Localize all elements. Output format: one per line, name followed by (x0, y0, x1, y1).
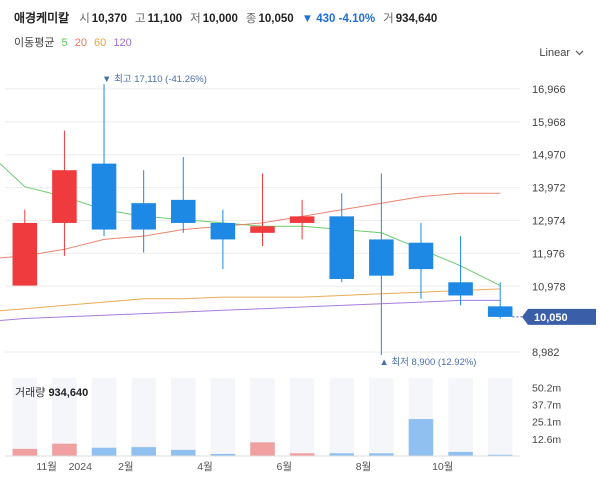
volume-bar-background (487, 378, 513, 456)
time-axis-label: 6월 (277, 461, 293, 473)
candle-body (52, 170, 77, 223)
low-value: 10,000 (202, 13, 238, 25)
high-label: 고 (134, 13, 146, 25)
volume-bar (250, 442, 275, 456)
price-axis-label: 14,970 (532, 150, 566, 162)
price-axis-label: 16,966 (532, 84, 566, 96)
ma-5: 5 (61, 37, 68, 49)
candle-body (329, 216, 355, 279)
time-axis-label: 10월 (432, 461, 453, 473)
time-axis-label: 2024 (69, 461, 93, 473)
volume-bar (170, 449, 196, 456)
time-axis-label: 4월 (197, 461, 213, 473)
scale-select[interactable]: Linear (539, 47, 584, 59)
candle-body (448, 282, 473, 296)
time-axis-label: 8월 (356, 461, 372, 473)
scale-select-value: Linear (539, 47, 570, 59)
volume-bar (210, 453, 236, 456)
volume-bar-background (91, 378, 117, 456)
volume-bar-background (289, 378, 315, 456)
open-value: 10,370 (91, 13, 127, 25)
volume-bar (91, 447, 117, 456)
moving-average-legend[interactable]: 이동평균 5 20 60 120 (14, 34, 136, 50)
candle-body (250, 226, 275, 233)
volume-bar (487, 454, 513, 456)
volume-bar-background (52, 378, 77, 456)
volume-bar-background (131, 378, 156, 456)
open-label: 시 (79, 13, 90, 25)
volume-label: 거 (383, 13, 394, 25)
stock-header: 애경케미칼 시 10,370 고 11,100 저 10,000 종 10,05… (14, 9, 445, 27)
close-value: 10,050 (258, 13, 294, 25)
volume-bar (369, 453, 394, 456)
volume-bar-background (12, 378, 38, 456)
volume-bar (408, 419, 434, 456)
close-label: 종 (245, 13, 257, 25)
ma-legend-title: 이동평균 (14, 37, 55, 49)
stock-name: 애경케미칼 (14, 11, 70, 25)
volume-value: 934,640 (395, 13, 438, 25)
volume-bar-background (329, 378, 355, 456)
min-price-annotation: ▲ 최저 8,900 (12.92%) (379, 357, 476, 368)
volume-axis-label: 50.2m (532, 382, 561, 394)
volume-axis-label: 25.1m (532, 417, 561, 429)
volume-axis-label: 12.6m (532, 434, 561, 446)
volume-bar (289, 453, 315, 456)
candle-body (12, 222, 38, 286)
price-axis-label: 11,976 (532, 248, 565, 260)
price-axis-label: 10,978 (532, 281, 566, 293)
time-axis-label: 2월 (118, 461, 134, 473)
current-price-tag (522, 308, 596, 325)
ma-20-line (0, 192, 501, 259)
max-price-annotation: ▼ 최고 17,110 (-41.26%) (102, 74, 207, 85)
price-axis-label: 8,982 (532, 347, 560, 359)
candle-body (170, 199, 196, 223)
candle-body (210, 222, 236, 240)
volume-bar (131, 447, 156, 456)
candle-body (369, 239, 394, 276)
volume-bar (448, 451, 473, 456)
time-axis-label: 11월 (36, 461, 57, 473)
volume-bar-background (448, 378, 473, 456)
volume-axis-label: 37.7m (532, 399, 561, 411)
price-axis-label: 13,972 (532, 183, 566, 195)
ma-120: 120 (113, 37, 132, 49)
ma-120-line (0, 299, 501, 321)
volume-bar (52, 443, 77, 456)
candle-body (289, 216, 315, 223)
volume-bar-background (170, 378, 196, 456)
volume-title-label: 거래량 (15, 387, 46, 399)
ma-60-line (0, 288, 501, 312)
volume-bar-background (210, 378, 236, 456)
chevron-down-icon (575, 50, 584, 56)
volume-title: 거래량 934,640 (15, 384, 88, 400)
candle-body (91, 163, 117, 230)
high-value: 11,100 (147, 13, 183, 25)
candle-body (487, 306, 513, 317)
candle-body (408, 242, 434, 270)
ma-20: 20 (74, 37, 87, 49)
price-axis-label: 12,974 (532, 216, 566, 228)
volume-bar-background (369, 378, 394, 456)
volume-title-value: 934,640 (48, 387, 89, 399)
ma-60: 60 (94, 37, 107, 49)
price-axis-label: 15,968 (532, 117, 566, 129)
candle-body (131, 203, 156, 230)
low-label: 저 (190, 13, 201, 25)
volume-bar (12, 448, 38, 456)
change-value: ▼ 430 -4.10% (301, 13, 376, 25)
current-price-label: 10,050 (534, 312, 568, 324)
volume-bar (329, 453, 355, 456)
